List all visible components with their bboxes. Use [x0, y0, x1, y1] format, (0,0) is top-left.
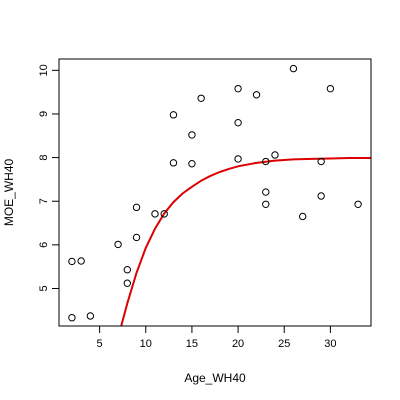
data-point	[289, 64, 298, 73]
y-axis-title: MOE_WH40	[2, 159, 16, 227]
fitted-curve	[120, 157, 371, 327]
data-point	[68, 257, 76, 266]
x-axis-title: Age_WH40	[184, 371, 246, 385]
y-tick-label: 10	[38, 64, 50, 76]
data-point	[77, 257, 85, 265]
data-point	[271, 151, 279, 159]
data-point	[151, 210, 159, 218]
data-point	[169, 159, 178, 167]
y-tick-label: 8	[38, 155, 50, 161]
x-tick-label: 30	[324, 338, 336, 350]
data-point	[123, 279, 132, 287]
y-tick-label: 9	[38, 111, 50, 117]
data-point	[298, 212, 307, 221]
data-point	[262, 188, 270, 196]
data-point	[354, 200, 362, 208]
data-point	[169, 111, 178, 119]
data-point	[234, 155, 242, 163]
x-tick-label: 25	[278, 338, 290, 350]
data-point	[252, 91, 261, 99]
y-tick-label: 5	[38, 285, 50, 291]
data-point	[317, 192, 325, 200]
data-point	[132, 233, 141, 242]
data-point	[160, 210, 168, 218]
y-tick-label: 6	[38, 242, 50, 248]
data-point	[68, 314, 76, 322]
data-point	[262, 200, 270, 208]
data-points-layer	[68, 64, 362, 322]
fitted-curve-layer	[120, 157, 371, 327]
plot-frame	[58, 58, 372, 327]
data-point	[234, 84, 242, 93]
data-point	[234, 118, 242, 127]
data-point	[188, 160, 196, 168]
data-point	[262, 157, 270, 166]
x-tick-label: 5	[97, 338, 103, 350]
axis-ticks: 5 10 15 20 25 30 5 6 7 8 9 10	[38, 64, 337, 350]
x-tick-label: 20	[232, 338, 244, 350]
x-tick-label: 10	[140, 338, 152, 350]
data-point	[188, 131, 196, 139]
data-point	[114, 240, 122, 249]
data-point	[132, 203, 141, 212]
x-tick-label: 15	[186, 338, 198, 350]
data-point	[123, 266, 132, 274]
data-point	[326, 84, 335, 93]
y-tick-label: 7	[38, 198, 50, 204]
data-point	[197, 94, 205, 102]
data-point	[317, 157, 325, 166]
data-point	[86, 312, 95, 320]
